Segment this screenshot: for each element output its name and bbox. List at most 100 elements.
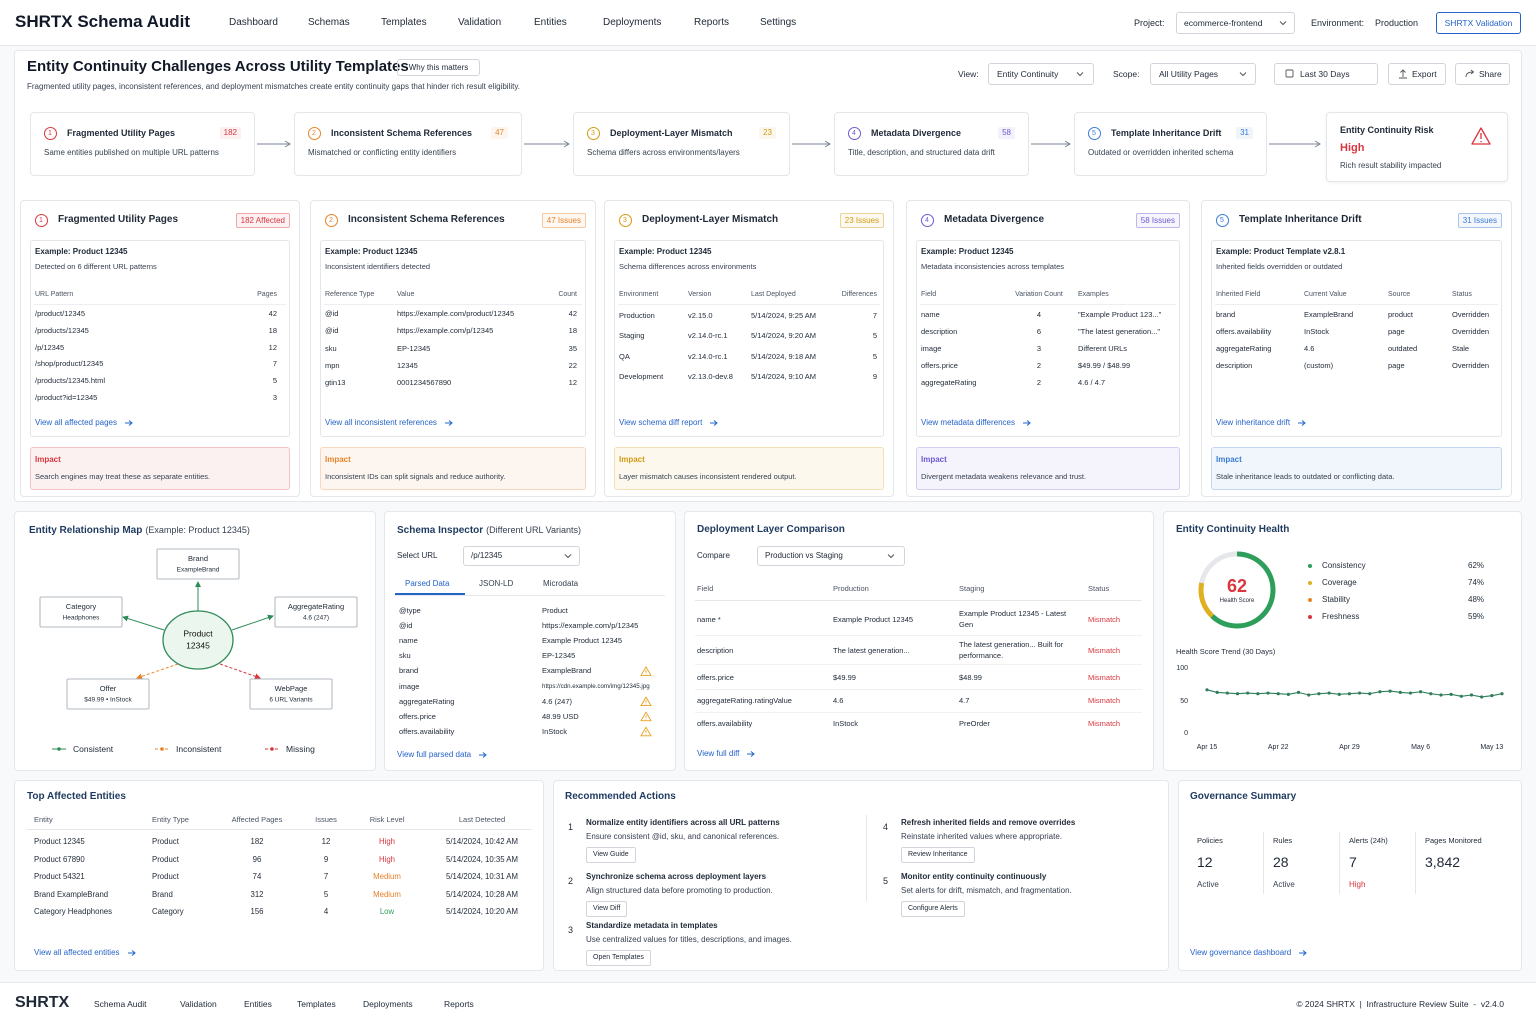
table-cell: @id [325,326,339,336]
table-cell: page [1388,327,1405,336]
issue-badge: 31 Issues [1457,213,1502,228]
project-select[interactable] [1176,12,1295,34]
impact-title: Impact [35,455,61,464]
scope-select[interactable] [1150,63,1256,85]
x-tick-label: Apr 22 [1267,744,1289,751]
footer-link[interactable]: Entities [244,999,272,1009]
validation-button[interactable] [1436,12,1521,34]
example-desc: Schema differences across environments [619,262,757,271]
table-cell: offers.availability [697,718,753,728]
actions-title: Recommended Actions [565,791,676,802]
flow-step-count: 31 [1236,127,1253,139]
example-title: Example: Product Template v2.8.1 [1216,247,1346,256]
footer-link[interactable]: Reports [444,999,474,1009]
column-header: Last Deployed [751,291,796,298]
compare-value: Production vs Staging [765,551,843,560]
footer-link[interactable]: Schema Audit [94,999,147,1009]
link[interactable]: View all affected entities [34,948,120,957]
table-cell: High [378,837,396,846]
table-cell: v2.14.0-rc.1 [688,331,728,341]
compare-select[interactable] [757,546,905,566]
column-divider [866,815,867,901]
tab[interactable]: Parsed Data [405,579,450,588]
column-header: Inherited Field [1216,291,1261,298]
column-header: Field [921,291,937,298]
nav-item[interactable]: Dashboard [229,17,278,28]
risk-title: Entity Continuity Risk [1340,125,1434,135]
health-score: 62 [1226,576,1248,596]
table-cell: name * [697,614,721,624]
impact-box [614,447,884,490]
view-select[interactable] [988,63,1094,85]
nav-item[interactable]: Validation [458,17,502,28]
impact-title: Impact [921,455,947,464]
table-cell: 12345 [397,360,418,370]
nav-item[interactable]: Settings [760,17,797,28]
footer-link[interactable]: Validation [180,999,217,1009]
footer-link[interactable]: Deployments [363,999,413,1009]
impact-text: Divergent metadata weakens relevance and… [921,472,1087,481]
link[interactable]: View metadata differences [921,418,1015,427]
footer-link[interactable]: Templates [297,999,336,1009]
nav-item[interactable]: Reports [694,17,730,28]
table-cell: offers.price [921,361,958,370]
flow-step-desc: Same entities published on multiple URL … [44,148,219,157]
example-desc: Inherited fields overridden or outdated [1216,262,1343,271]
export-button[interactable] [1388,63,1446,85]
why-badge[interactable] [397,59,480,76]
flow-step [834,112,1029,176]
link[interactable]: View inheritance drift [1216,418,1291,427]
link[interactable]: View schema diff report [619,418,703,427]
nav-item[interactable]: Schemas [308,17,350,28]
table-cell: v2.15.0 [688,311,713,320]
action-button[interactable]: View Guide [586,847,636,863]
flow-step [1074,112,1267,176]
scope-value: All Utility Pages [1159,69,1219,79]
table-cell: https://example.com/product/12345 [397,309,515,318]
column-header: Production [833,584,869,593]
link[interactable]: View governance dashboard [1190,948,1292,957]
action-button[interactable]: Configure Alerts [901,901,965,917]
example-desc: Detected on 6 different URL patterns [35,262,157,271]
stat-sub: Active [1197,880,1219,889]
link[interactable]: View all inconsistent references [325,418,437,427]
table-cell: Medium [373,872,401,881]
share-label: Share [1479,69,1502,79]
table-cell: 3 [272,393,277,402]
url-select[interactable] [463,546,580,566]
nav-item[interactable]: Deployments [603,17,662,28]
nav-item[interactable]: Entities [534,17,567,28]
panel [14,511,376,771]
table-cell: Brand [152,889,173,899]
table-cell: Product 67890 [34,854,85,864]
impact-text: Layer mismatch causes inconsistent rende… [619,472,797,481]
flow-step [573,112,790,176]
action-button[interactable]: View Diff [586,901,628,917]
action-button[interactable]: Review Inheritance [901,847,975,863]
table-cell: Product [152,872,179,881]
y-tick-label: 100 [1176,665,1188,672]
tab[interactable]: JSON-LD [479,579,514,588]
field-value: InStock [542,726,568,736]
project-value: ecommerce-frontend [1184,18,1263,28]
why-badge-label: Why this matters [408,62,469,72]
issue-card-title: Inconsistent Schema References [348,214,505,225]
table-cell: Low [379,907,395,916]
link[interactable]: View all affected pages [35,418,117,427]
date-select[interactable] [1274,63,1378,85]
column-header: Source [1388,291,1411,298]
nav-item[interactable]: Templates [381,17,427,28]
table-cell: 5 [323,889,329,899]
share-button[interactable] [1455,63,1510,85]
table-cell: 42 [268,309,277,318]
link[interactable]: View full diff [697,749,740,758]
action-button[interactable]: Open Templates [586,950,651,966]
footer-info: © 2024 SHRTX | Infrastructure Review Sui… [1296,999,1504,1009]
panel [1163,511,1522,771]
inspector-title: Schema Inspector (Different URL Variants) [397,523,581,538]
field-key: image [399,681,420,691]
issue-badge: 23 Issues [839,213,884,228]
table-cell: PreOrder [959,718,990,728]
link[interactable]: View full parsed data [397,750,472,759]
tab[interactable]: Microdata [543,579,579,588]
